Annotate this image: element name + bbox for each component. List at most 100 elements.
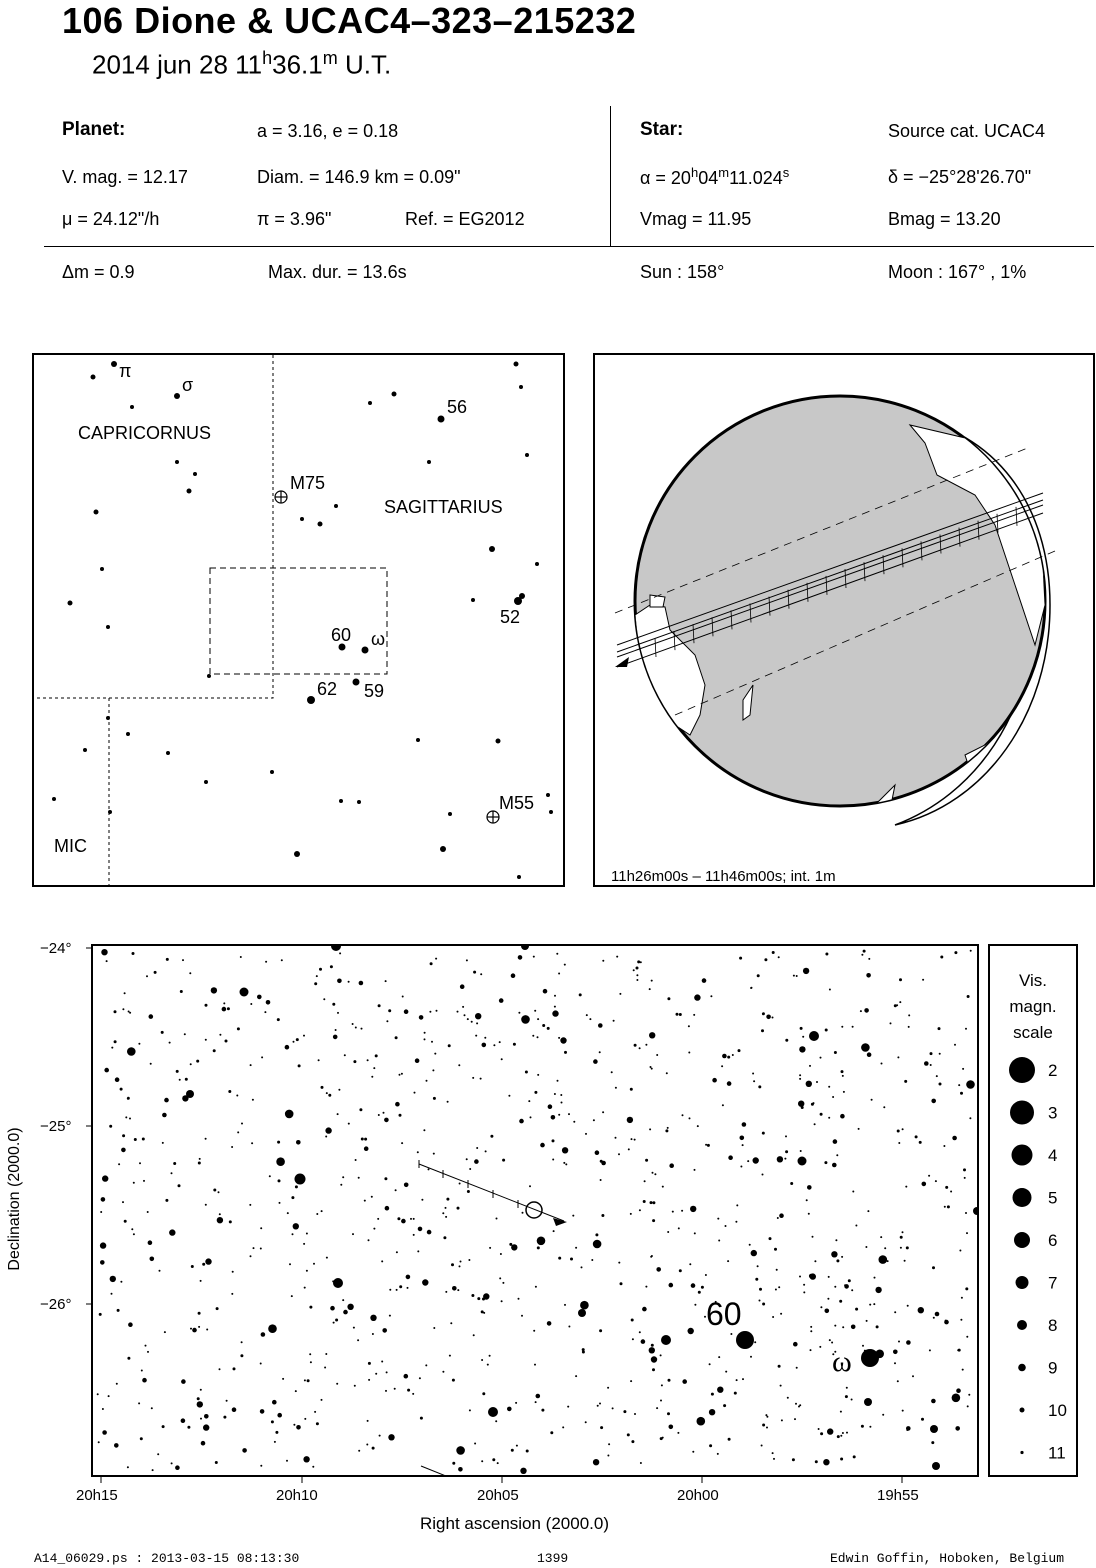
field-star <box>819 1112 823 1116</box>
field-star <box>537 1018 540 1021</box>
field-star <box>110 1292 113 1295</box>
field-star <box>866 973 871 978</box>
field-star <box>741 1144 744 1147</box>
detail-field-box <box>209 567 388 675</box>
field-star <box>898 1142 901 1144</box>
chart-star-label-omega: ω <box>832 1345 852 1378</box>
field-star <box>347 980 350 983</box>
field-star <box>398 1113 402 1117</box>
field-star <box>844 1284 849 1289</box>
field-star <box>761 1173 764 1176</box>
field-star <box>251 1142 254 1145</box>
legend-magnitude-dot <box>1015 1276 1029 1289</box>
finder-star <box>166 751 170 755</box>
field-star <box>859 1010 862 1013</box>
field-star <box>224 1039 228 1043</box>
field-star <box>931 1398 936 1404</box>
field-star <box>629 1087 633 1091</box>
field-star <box>706 1143 710 1147</box>
field-star <box>351 1023 354 1025</box>
field-star <box>190 1327 192 1330</box>
field-star <box>592 1459 600 1466</box>
field-star <box>276 1157 285 1166</box>
field-star <box>636 974 639 977</box>
field-star <box>297 1064 301 1068</box>
field-star <box>828 1085 831 1088</box>
field-star <box>532 955 535 958</box>
field-star <box>377 1217 380 1220</box>
field-star <box>122 1134 126 1138</box>
field-star <box>873 1303 876 1306</box>
field-star <box>148 1014 154 1019</box>
field-star <box>399 1285 403 1289</box>
field-star <box>131 1228 134 1231</box>
field-star <box>105 960 108 963</box>
path-time-tick <box>692 624 695 644</box>
legend-magnitude-dot <box>1014 1232 1030 1248</box>
field-star <box>842 1326 845 1329</box>
field-star <box>102 1175 109 1182</box>
field-star <box>111 1046 114 1049</box>
legend-magnitude-label: 2 <box>1048 1061 1057 1080</box>
legend-magnitude-dot <box>1011 1144 1033 1166</box>
finder-star <box>52 797 56 801</box>
field-star <box>469 1168 472 1170</box>
field-star <box>645 1285 648 1288</box>
field-star <box>961 1368 964 1371</box>
planet-motion: μ = 24.12"/h <box>62 209 160 229</box>
bright-star <box>239 987 249 997</box>
field-star <box>779 1384 782 1387</box>
field-star <box>421 1198 424 1201</box>
field-star <box>635 966 639 970</box>
finder-star <box>193 472 197 476</box>
field-star <box>290 1295 293 1298</box>
field-star <box>309 1361 312 1364</box>
field-star <box>618 1153 620 1156</box>
finder-star <box>106 716 110 720</box>
field-star <box>459 1260 462 1263</box>
field-star <box>810 1102 814 1106</box>
field-star <box>100 1197 106 1202</box>
field-star <box>592 1119 595 1122</box>
field-star <box>650 1343 654 1347</box>
field-star <box>697 1290 701 1294</box>
planet-parallax: π = 3.96" <box>257 209 332 229</box>
field-star <box>432 1069 435 1072</box>
legend-magnitude-label: 4 <box>1048 1146 1057 1165</box>
field-star <box>382 1328 388 1333</box>
field-star <box>584 1421 587 1424</box>
field-star <box>681 1114 684 1117</box>
field-star <box>412 1217 415 1220</box>
field-star <box>552 1158 555 1161</box>
field-star <box>833 1051 837 1054</box>
field-star <box>946 1205 950 1209</box>
field-star <box>708 1363 711 1366</box>
field-star <box>126 1466 129 1469</box>
field-star <box>960 1296 963 1299</box>
field-star <box>431 1040 433 1043</box>
field-star <box>336 1382 339 1385</box>
bright-star <box>186 1090 194 1098</box>
field-star <box>824 1161 828 1165</box>
field-star <box>637 960 641 964</box>
field-star <box>237 1131 240 1134</box>
field-star <box>649 1066 652 1068</box>
field-star <box>239 956 242 958</box>
x-tick-label: 20h05 <box>477 1487 519 1504</box>
finder-star <box>440 846 446 852</box>
field-star <box>607 1454 610 1457</box>
field-star <box>403 1009 409 1014</box>
field-star <box>875 1286 882 1294</box>
field-star <box>610 1071 613 1074</box>
field-star <box>358 1449 361 1452</box>
field-star <box>934 1311 940 1317</box>
star-label-sigma: σ <box>182 375 193 395</box>
footer-number: 1399 <box>537 1551 569 1566</box>
field-star <box>762 1423 766 1427</box>
star-right-ascension: α = 20h04m11.024s <box>640 165 790 188</box>
field-star <box>786 1396 789 1399</box>
field-star <box>841 1025 844 1028</box>
bright-star <box>661 1335 671 1345</box>
field-star <box>417 1226 423 1232</box>
field-star <box>303 1379 306 1382</box>
